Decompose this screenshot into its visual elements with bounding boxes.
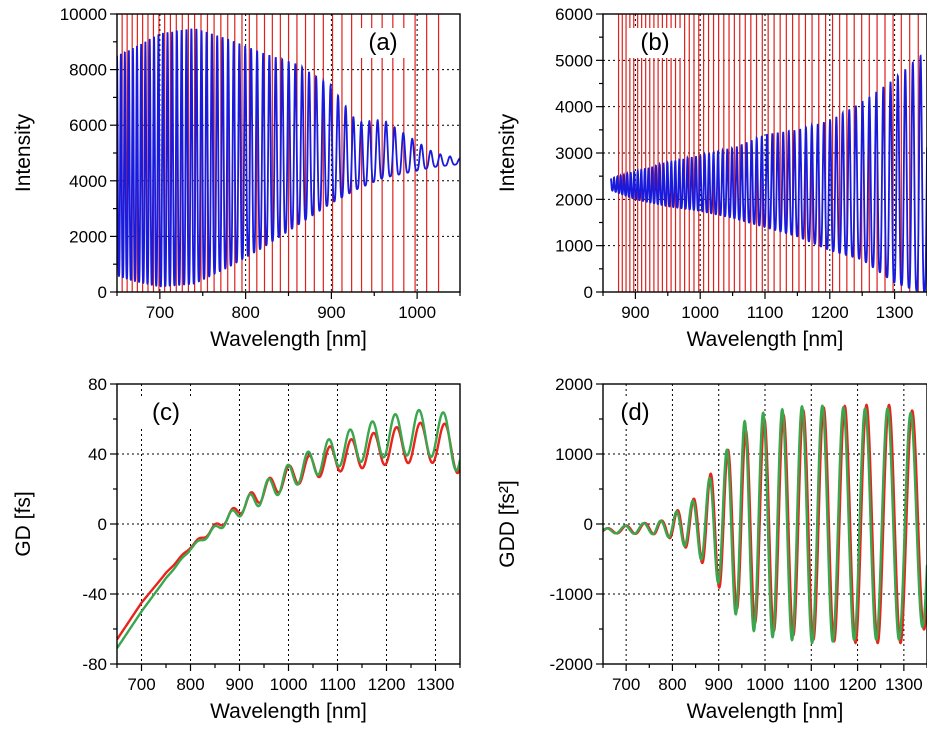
plot-area (603, 403, 927, 645)
panel-label: (b) (640, 29, 669, 56)
x-tick-label: 900 (225, 675, 253, 694)
y-tick-label: 0 (584, 283, 593, 302)
x-tick-label: 800 (176, 675, 204, 694)
x-tick-label: 1100 (793, 675, 830, 694)
y-tick-label: 6000 (69, 116, 107, 135)
plot-area (117, 14, 460, 292)
x-tick-label: 900 (705, 675, 733, 694)
x-tick-label: 900 (621, 303, 649, 322)
panel-label-background (609, 398, 661, 428)
x-tick-label: 1000 (746, 675, 784, 694)
x-tick-label: 1200 (839, 675, 877, 694)
y-tick-label: 4000 (555, 98, 593, 117)
y-tick-label: 3000 (555, 144, 593, 163)
y-tick-label: 10000 (60, 5, 107, 24)
y-tick-label: -40 (82, 585, 107, 604)
y-tick-label: 6000 (555, 5, 593, 24)
panel-b: 900 1000 1100 1200 1300 0 1000 2000 3000 4000 5000… (496, 5, 927, 351)
x-axis-label: Wavelength [nm] (687, 700, 844, 723)
gdd-green-curve (603, 404, 927, 645)
x-tick-label: 1000 (270, 675, 308, 694)
panel-label: (d) (620, 399, 649, 426)
y-tick-label: 0 (98, 283, 107, 302)
spectrum-line (117, 28, 460, 288)
y-tick-label: 80 (88, 375, 107, 394)
panel-label-background (629, 28, 681, 58)
x-tick-label: 700 (127, 675, 155, 694)
x-axis-label: Wavelength [nm] (210, 700, 367, 723)
x-tick-label: 800 (231, 303, 259, 322)
x-tick-label: 1300 (876, 303, 914, 322)
x-tick-label: 1300 (417, 675, 455, 694)
y-axis-label: GDD [fs²] (496, 480, 519, 568)
panel-a: 700 800 900 10000200040006000800010000Wavel… (12, 5, 461, 351)
panel-c: 700 800 900 1000 1100 1200 1300 -80 -40 0 40 80 Wave… (12, 375, 461, 723)
y-axis-label: Intensity (496, 113, 519, 192)
y-tick-label: 40 (88, 445, 107, 464)
panel-d: 700 800 900 1000 1100 1200 1300 -2000 -1000 0 1000… (496, 375, 927, 723)
panel-label-background (140, 398, 192, 428)
x-axis-label: Wavelength [nm] (687, 328, 844, 351)
y-tick-label: -1000 (550, 585, 593, 604)
y-tick-label: 2000 (555, 375, 593, 394)
y-axis-label: Intensity (12, 113, 35, 192)
x-tick-label: 1000 (398, 303, 436, 322)
x-tick-label: 700 (146, 303, 174, 322)
x-tick-label: 1300 (885, 675, 923, 694)
x-tick-label: 1100 (747, 303, 784, 322)
x-tick-label: 1100 (319, 675, 356, 694)
x-axis-label: Wavelength [nm] (210, 328, 367, 351)
y-tick-label: 2000 (555, 190, 593, 209)
x-tick-label: 1200 (811, 303, 849, 322)
spectrum-line (609, 54, 927, 292)
x-tick-label: 700 (612, 675, 640, 694)
y-tick-label: 2000 (69, 227, 107, 246)
plot-area (609, 14, 927, 292)
panel-label-background (357, 28, 409, 58)
x-tick-label: 800 (658, 675, 686, 694)
y-tick-label: 1000 (555, 237, 593, 256)
y-tick-label: 0 (584, 515, 593, 534)
x-tick-label: 1200 (368, 675, 406, 694)
x-tick-label: 900 (317, 303, 345, 322)
y-tick-label: 0 (98, 515, 107, 534)
gd-green-curve (117, 408, 460, 649)
y-tick-label: 1000 (555, 445, 593, 464)
y-tick-label: 8000 (69, 61, 107, 80)
x-tick-label: 1000 (681, 303, 719, 322)
y-tick-label: -2000 (550, 655, 593, 674)
plot-area (117, 408, 460, 649)
y-axis-label: GD [fs] (12, 491, 35, 556)
y-tick-label: -80 (82, 655, 107, 674)
panel-label: (c) (152, 399, 180, 426)
panel-label: (a) (368, 29, 397, 56)
y-tick-label: 5000 (555, 51, 593, 70)
y-tick-label: 4000 (69, 172, 107, 191)
